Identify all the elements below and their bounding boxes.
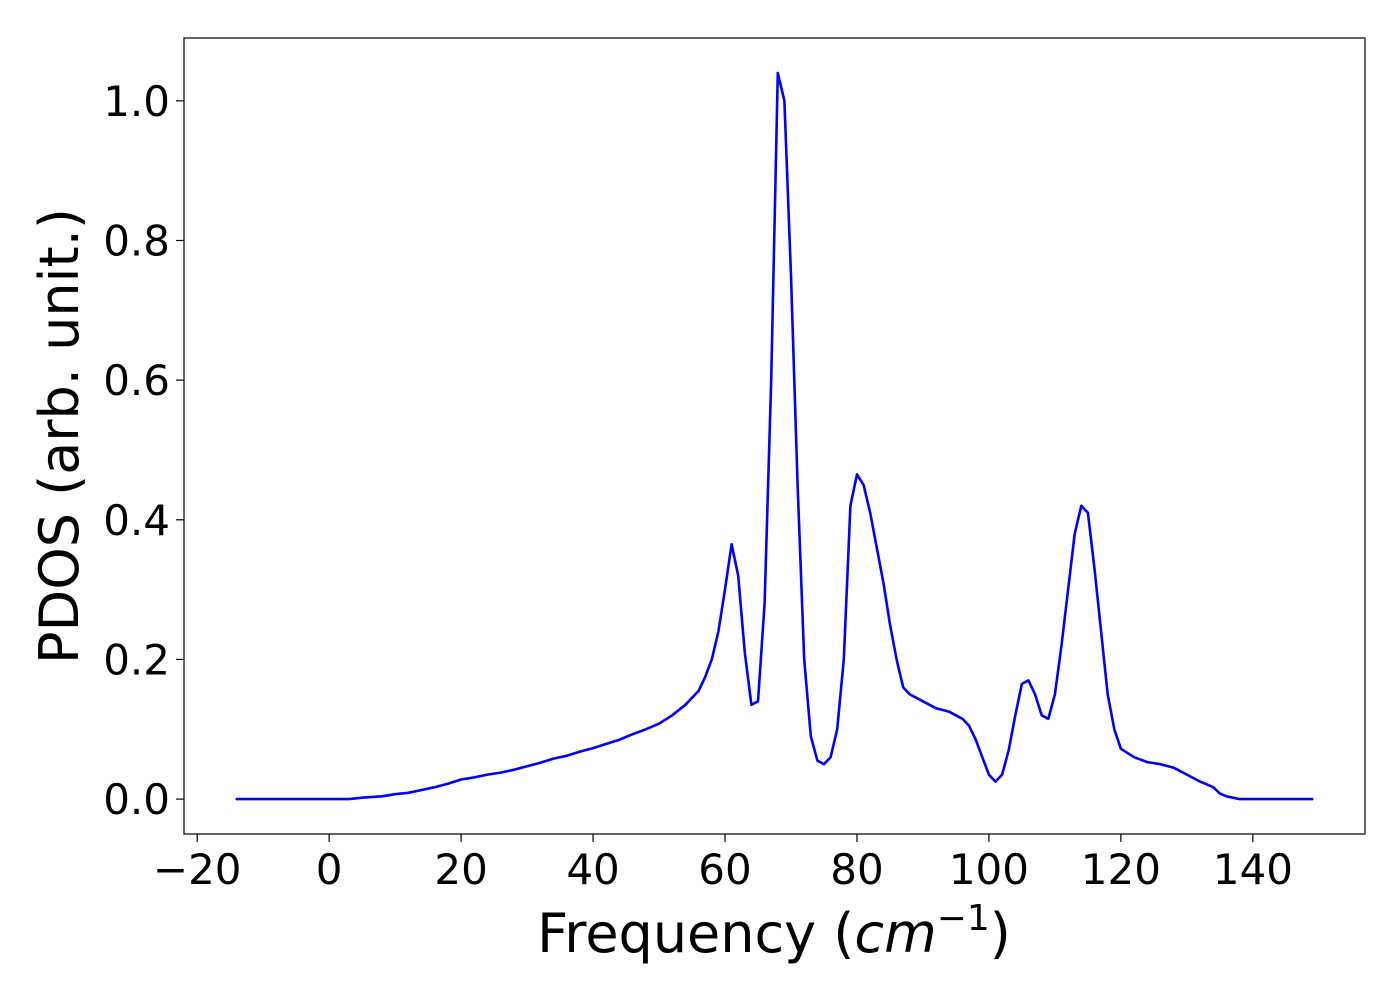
y-axis-ticks: 0.0 0.2 0.4 0.6 0.8 1.0 xyxy=(103,77,184,824)
plot-area-frame xyxy=(183,37,1366,835)
y-axis-title: PDOS (arb. unit.) xyxy=(28,208,91,664)
pdos-series-line xyxy=(235,71,1314,801)
y-tick-label: 1.0 xyxy=(103,77,170,126)
x-tick-label: 80 xyxy=(830,845,883,894)
x-tick-label: 20 xyxy=(434,845,487,894)
x-tick-label: 40 xyxy=(566,845,619,894)
y-tick-label: 0.2 xyxy=(103,635,170,684)
y-tick-label: 0.0 xyxy=(103,775,170,824)
x-tick-label: 60 xyxy=(698,845,751,894)
x-tick-label: 0 xyxy=(316,845,343,894)
x-tick-label: −20 xyxy=(153,845,242,894)
x-tick-label: 120 xyxy=(1081,845,1161,894)
y-tick-label: 0.6 xyxy=(103,356,170,405)
x-axis-title-close: ) xyxy=(990,902,1011,965)
series-layer xyxy=(235,71,1314,801)
x-axis-title: Frequency (cm−1) xyxy=(537,898,1011,965)
x-axis-title-exponent: −1 xyxy=(937,898,990,939)
x-axis-title-unit: cm xyxy=(854,902,936,965)
x-tick-label: 140 xyxy=(1213,845,1293,894)
x-axis-title-text: Frequency ( xyxy=(537,902,854,965)
y-tick-label: 0.4 xyxy=(103,496,170,545)
x-axis-ticks: −20 0 20 40 60 80 100 120 140 xyxy=(153,834,1293,894)
y-tick-label: 0.8 xyxy=(103,216,170,265)
x-tick-label: 100 xyxy=(949,845,1029,894)
